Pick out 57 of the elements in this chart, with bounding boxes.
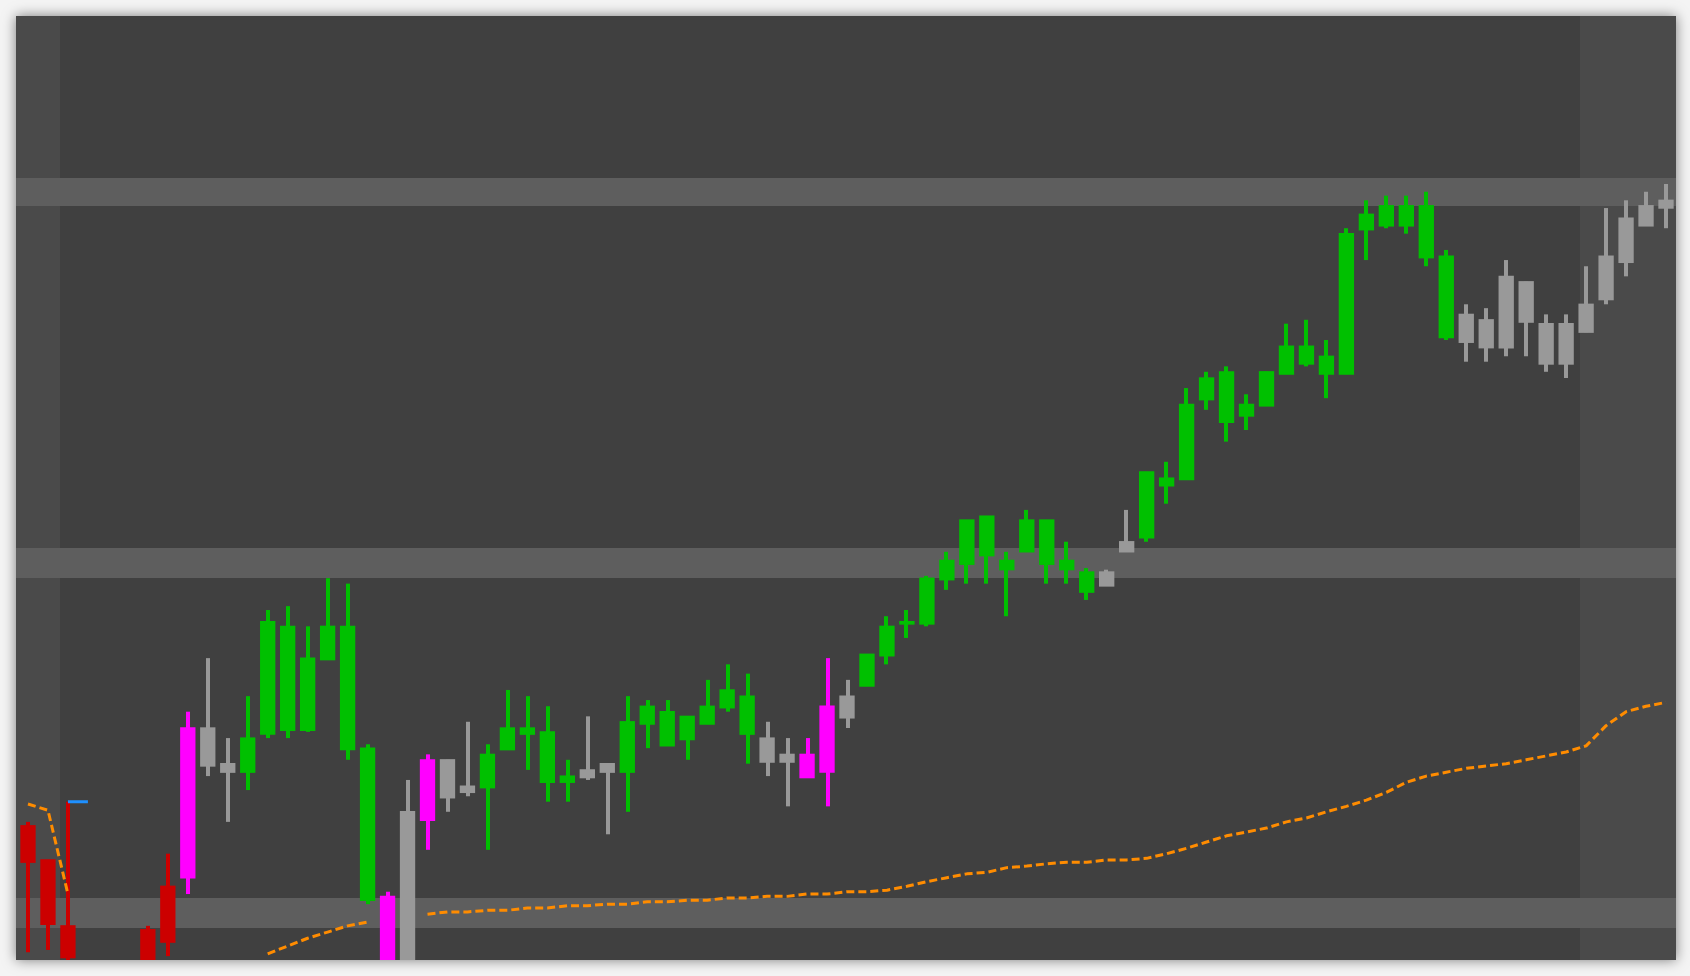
candlestick bbox=[1238, 392, 1255, 432]
candlestick bbox=[439, 757, 456, 814]
candlestick bbox=[1278, 321, 1295, 377]
candlestick bbox=[1039, 518, 1055, 586]
candlestick bbox=[220, 736, 236, 824]
candlestick bbox=[719, 662, 735, 714]
candlestick bbox=[639, 698, 655, 751]
candlestick bbox=[140, 923, 156, 962]
candlestick bbox=[579, 714, 595, 782]
candlestick bbox=[1059, 539, 1075, 586]
candlestick bbox=[679, 714, 695, 762]
candlestick bbox=[879, 614, 895, 667]
candlestick bbox=[1378, 193, 1395, 231]
candlestick bbox=[1538, 312, 1554, 374]
candlestick bbox=[1258, 371, 1275, 407]
candlestick bbox=[659, 698, 675, 748]
candlestick bbox=[20, 819, 36, 955]
candlestick bbox=[1398, 193, 1414, 236]
candlestick bbox=[1119, 507, 1135, 554]
candlestick bbox=[1458, 302, 1474, 364]
candlestick bbox=[1358, 198, 1375, 263]
candlestick bbox=[519, 694, 536, 772]
candlestick bbox=[1518, 279, 1534, 359]
candlestick bbox=[60, 799, 76, 962]
candlestick bbox=[1158, 459, 1175, 506]
candlestick bbox=[1658, 182, 1674, 231]
candlestick bbox=[959, 518, 975, 586]
candlestick bbox=[759, 719, 775, 779]
candlestick bbox=[200, 656, 216, 779]
candlestick bbox=[1558, 312, 1574, 380]
candlestick bbox=[1019, 507, 1035, 554]
candlestick bbox=[1318, 337, 1335, 401]
candlestick bbox=[919, 573, 935, 629]
candlestick bbox=[939, 549, 955, 592]
candlestick bbox=[839, 677, 855, 730]
candlestick bbox=[1618, 198, 1634, 279]
candlestick bbox=[1598, 206, 1614, 307]
candlestick bbox=[1198, 369, 1215, 412]
candlestick bbox=[499, 687, 516, 752]
candlestick bbox=[979, 514, 995, 586]
candlestick bbox=[999, 549, 1015, 619]
candlestick bbox=[319, 576, 336, 662]
candlestick bbox=[1578, 264, 1594, 335]
candlestick bbox=[899, 608, 915, 640]
candlestick bbox=[1478, 306, 1494, 364]
candlestick bbox=[479, 742, 496, 852]
candlestick bbox=[799, 736, 815, 780]
candlestick bbox=[779, 736, 795, 809]
candlestick bbox=[459, 719, 476, 799]
candlestick bbox=[699, 677, 715, 727]
candlestick bbox=[559, 757, 575, 804]
candlestick bbox=[1079, 566, 1095, 602]
candlestick bbox=[599, 761, 615, 837]
candlestick bbox=[240, 694, 256, 793]
candlestick bbox=[1298, 317, 1315, 369]
candlestick bbox=[739, 671, 755, 766]
candlestick bbox=[1638, 189, 1654, 228]
